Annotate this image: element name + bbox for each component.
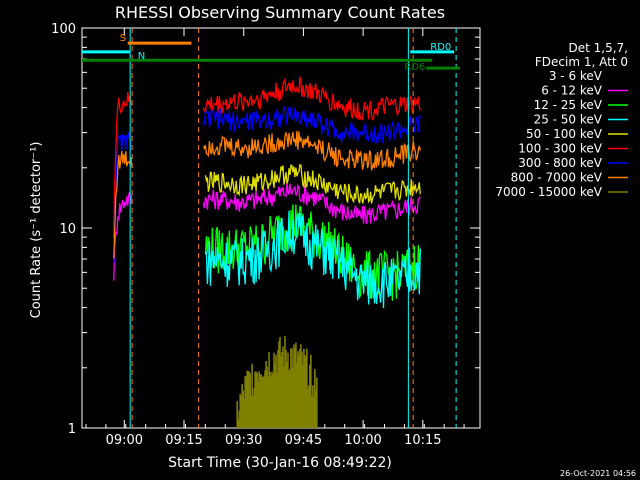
series-100-300-kev (113, 76, 421, 238)
flag-label-s: S (120, 33, 126, 44)
series-25-50-kev (204, 210, 421, 309)
series-50-100-kev (204, 163, 421, 204)
legend-label-3-6-kev: 3 - 6 keV (549, 69, 603, 83)
legend-label-25-50-kev: 25 - 50 keV (534, 113, 603, 127)
x-tick-label-09-00: 09:00 (106, 433, 143, 448)
legend-label-6-12-kev: 6 - 12 keV (541, 84, 603, 98)
legend-label-50-100-kev: 50 - 100 keV (526, 127, 603, 141)
legend-label-12-25-kev: 12 - 25 keV (534, 98, 603, 112)
footer-timestamp: 26-Oct-2021 04:56 (560, 469, 636, 478)
y-tick-label-10: 10 (59, 222, 76, 237)
x-tick-label-10-15: 10:15 (404, 433, 441, 448)
legend-label-100-300-kev: 100 - 300 keV (518, 142, 602, 156)
series-800-7000-kev (113, 130, 421, 259)
legend-header-decimation: FDecim 1, Att 0 (535, 55, 628, 69)
flag-label-rd6: RD6 (404, 62, 425, 73)
series-7000-15000-kev (236, 335, 318, 428)
x-tick-label-10-00: 10:00 (344, 433, 381, 448)
y-axis-label: Count Rate (s⁻¹ detector⁻¹) (29, 142, 44, 319)
x-tick-label-09-30: 09:30 (225, 433, 262, 448)
x-tick-label-09-45: 09:45 (285, 433, 322, 448)
series-12-25-kev (204, 204, 421, 301)
legend-label-800-7000-kev: 800 - 7000 keV (511, 171, 603, 185)
series-6-12-kev (113, 182, 421, 281)
legend-label-300-800-kev: 300 - 800 keV (518, 156, 602, 170)
chart-title: RHESSI Observing Summary Count Rates (115, 3, 445, 22)
flag-label-rd0: RD0 (430, 42, 451, 53)
x-axis-label: Start Time (30-Jan-16 08:49:22) (168, 455, 392, 471)
x-tick-label-09-15: 09:15 (165, 433, 202, 448)
flag-label-n: N (138, 51, 145, 62)
legend-label-7000-15000-kev: 7000 - 15000 keV (495, 185, 602, 199)
plot-area: 09:00 09:15 09:30 09:45 10:00 10:15 1 10 100 S N RD… (51, 22, 628, 448)
y-tick-label-100: 100 (51, 22, 76, 37)
series-300-800-kev (113, 106, 421, 264)
legend-header-detectors: Det 1,5,7, (569, 41, 629, 55)
y-tick-label-1: 1 (68, 422, 76, 437)
